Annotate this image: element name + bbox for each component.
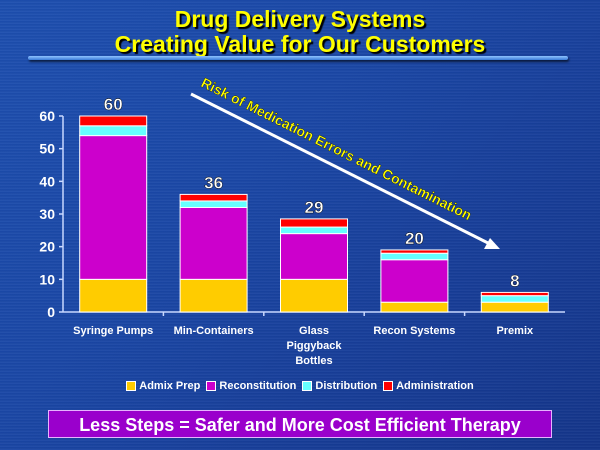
- legend-item: Administration: [383, 380, 474, 392]
- bar-total-label: 20: [405, 229, 424, 248]
- bar-segment-admix-prep: [280, 278, 348, 313]
- chart-title-line1: Drug Delivery Systems: [174, 6, 426, 32]
- bar-segment-distribution: [280, 226, 348, 235]
- x-category-label: Min-Containers: [174, 325, 254, 337]
- x-category-label: Premix: [496, 325, 534, 337]
- x-category-label: Syringe Pumps: [73, 325, 153, 337]
- bar-segment-distribution: [179, 200, 248, 208]
- bar-segment-administration: [380, 249, 449, 254]
- y-tick-label: 30: [39, 206, 55, 222]
- x-category-label: Glass: [299, 325, 329, 337]
- bar-segment-reconstitution: [380, 259, 449, 303]
- title-divider: [28, 56, 568, 60]
- legend: Admix Prep Reconstitution Distribution Admi…: [0, 380, 600, 392]
- chart-title-line2: Creating Value for Our Customers: [114, 31, 486, 57]
- bar-segment-administration: [179, 193, 248, 202]
- y-tick-label: 40: [39, 173, 55, 189]
- stacked-bar-chart: 0 10 20 30 40 50 60 60 Syringe Pumps 36 Min-Conta…: [39, 74, 565, 367]
- bar-segment-distribution: [380, 252, 449, 261]
- legend-swatch: [383, 381, 394, 391]
- bar-segment-administration: [280, 218, 348, 228]
- bar-total-label: 29: [305, 198, 324, 217]
- summary-banner: Less Steps = Safer and More Cost Efficie…: [48, 410, 552, 438]
- legend-swatch: [302, 381, 313, 391]
- legend-label: Distribution: [315, 380, 378, 392]
- legend-item: Admix Prep: [126, 380, 200, 392]
- legend-item: Reconstitution: [206, 380, 296, 392]
- x-category-label: Recon Systems: [373, 325, 455, 337]
- legend-swatch: [126, 381, 137, 391]
- labels: 60 Syringe Pumps 36 Min-Containers 29 Glass Pi…: [73, 95, 534, 367]
- bar-segment-reconstitution: [179, 206, 248, 280]
- bar-segment-distribution: [480, 295, 549, 303]
- bar-segment-admix-prep: [380, 301, 449, 313]
- y-tick-label: 50: [39, 141, 55, 157]
- legend-label: Admix Prep: [139, 380, 201, 392]
- risk-arrow-head: [484, 238, 500, 249]
- bar-segment-admix-prep: [480, 301, 549, 313]
- y-tick-label: 10: [39, 271, 55, 287]
- bar-segment-admix-prep: [179, 278, 248, 313]
- bar-total-label: 36: [204, 173, 223, 192]
- x-category-label: Bottles: [295, 355, 332, 367]
- legend-label: Administration: [396, 380, 474, 392]
- bar-segment-admix-prep: [79, 278, 148, 313]
- y-tick-label: 0: [47, 304, 55, 320]
- bar-total-label: 60: [104, 95, 123, 114]
- legend-label: Reconstitution: [219, 380, 297, 392]
- legend-item: Distribution: [302, 380, 377, 392]
- legend-swatch: [206, 381, 217, 391]
- y-tick-label: 60: [39, 108, 55, 124]
- risk-arrow-line: [190, 92, 493, 247]
- bars: [79, 115, 549, 313]
- bar-segment-reconstitution: [280, 233, 348, 280]
- bar-segment-administration: [79, 115, 148, 127]
- x-category-label: Piggyback: [286, 340, 342, 352]
- bar-total-label: 8: [510, 271, 519, 290]
- bar-segment-reconstitution: [79, 135, 148, 280]
- bar-segment-administration: [480, 291, 549, 297]
- y-tick-label: 20: [39, 239, 55, 255]
- bar-segment-distribution: [79, 125, 148, 137]
